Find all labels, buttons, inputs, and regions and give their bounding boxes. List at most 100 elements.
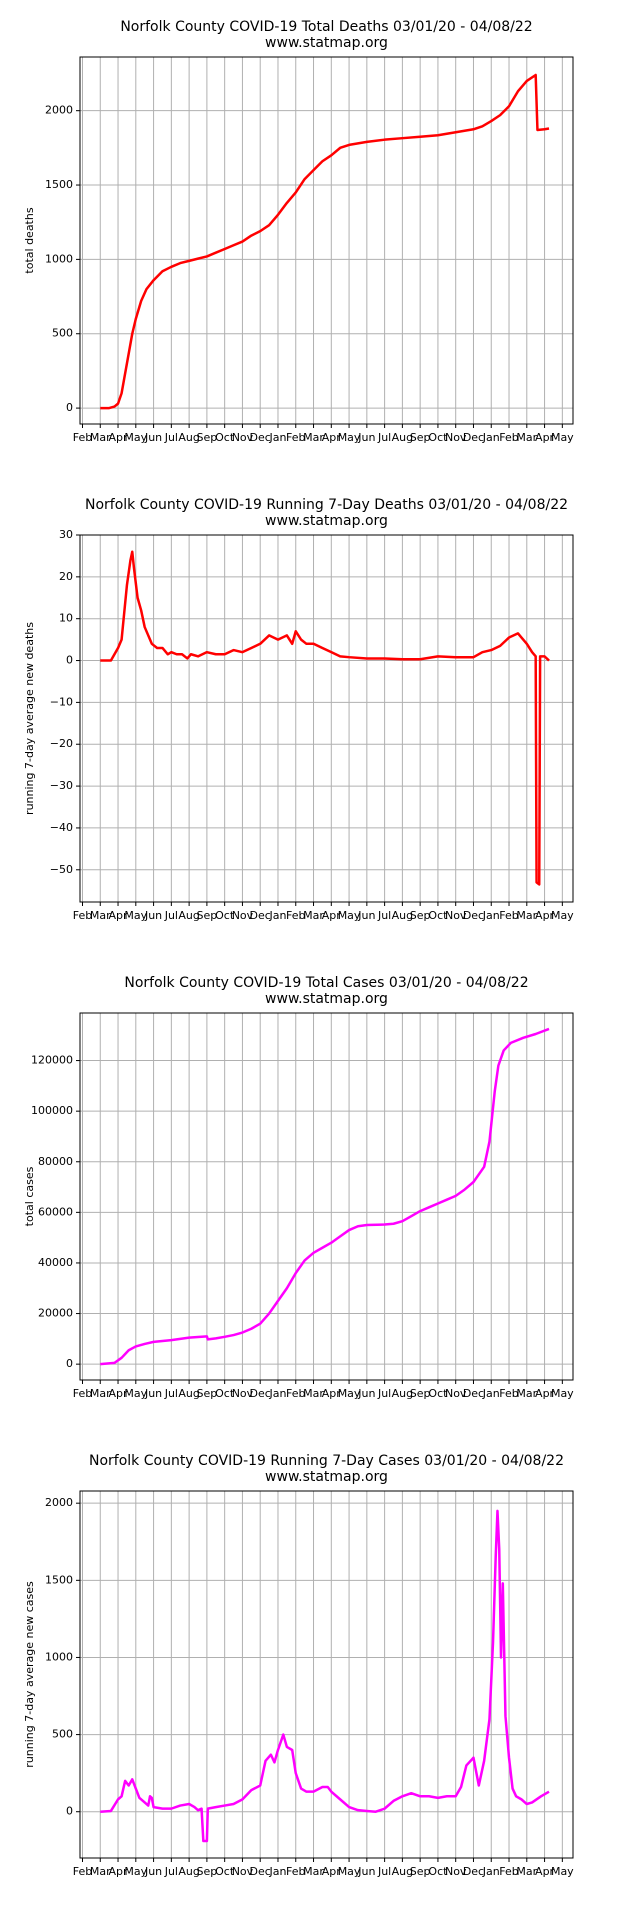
- x-tick-label: Jul: [164, 431, 178, 444]
- y-tick-label: 1500: [45, 1573, 73, 1586]
- x-tick-label: Jul: [164, 909, 178, 922]
- x-tick-label: Jun: [357, 431, 375, 444]
- y-tick-label: 2000: [45, 104, 73, 117]
- x-tick-label: May: [124, 909, 147, 922]
- chart-title: Norfolk County COVID-19 Running 7-Day Ca…: [89, 1453, 564, 1469]
- chart: Norfolk County COVID-19 Total Cases 03/0…: [23, 975, 574, 1400]
- y-tick-label: 30: [59, 528, 73, 541]
- chart-subtitle: www.statmap.org: [265, 35, 388, 51]
- chart-title: Norfolk County COVID-19 Running 7-Day De…: [85, 497, 568, 513]
- y-tick-label: 120000: [31, 1054, 73, 1067]
- y-tick-label: 10: [59, 612, 73, 625]
- x-tick-label: Mar: [303, 431, 324, 444]
- x-tick-label: Oct: [428, 431, 448, 444]
- x-tick-label: Aug: [178, 431, 199, 444]
- chart: Norfolk County COVID-19 Running 7-Day Ca…: [23, 1453, 574, 1878]
- x-tick-label: Sep: [410, 909, 431, 922]
- x-tick-label: Jun: [144, 431, 162, 444]
- x-tick-label: Mar: [90, 1865, 111, 1878]
- x-tick-label: May: [124, 1865, 147, 1878]
- chart-title: Norfolk County COVID-19 Total Deaths 03/…: [120, 19, 532, 35]
- x-tick-label: Apr: [535, 431, 555, 444]
- x-tick-label: Jun: [144, 909, 162, 922]
- x-tick-label: Mar: [303, 909, 324, 922]
- x-tick-label: Jun: [357, 1387, 375, 1400]
- y-axis-label: running 7-day average new cases: [23, 1581, 36, 1768]
- x-tick-label: Oct: [215, 1387, 235, 1400]
- x-tick-label: Feb: [499, 431, 518, 444]
- chart-subtitle: www.statmap.org: [265, 1469, 388, 1485]
- x-tick-label: Dec: [250, 909, 271, 922]
- x-tick-label: Mar: [516, 1865, 537, 1878]
- y-tick-label: 500: [52, 1728, 73, 1741]
- x-tick-label: Jul: [377, 431, 391, 444]
- x-tick-label: Apr: [109, 909, 129, 922]
- plot-frame: [79, 1012, 574, 1381]
- y-tick-label: −40: [50, 821, 73, 834]
- x-tick-label: Feb: [73, 909, 92, 922]
- x-tick-label: Jan: [268, 1865, 286, 1878]
- y-axis-label: total cases: [23, 1166, 36, 1226]
- x-tick-label: Nov: [445, 909, 467, 922]
- x-tick-label: Apr: [535, 1865, 555, 1878]
- x-tick-label: Jul: [377, 1865, 391, 1878]
- x-tick-label: Jun: [144, 1865, 162, 1878]
- y-tick-label: 40000: [38, 1256, 73, 1269]
- x-tick-label: May: [551, 1865, 574, 1878]
- x-tick-label: Oct: [428, 909, 448, 922]
- x-tick-label: Feb: [73, 1387, 92, 1400]
- x-tick-label: Apr: [535, 1387, 555, 1400]
- x-tick-label: Oct: [215, 1865, 235, 1878]
- x-tick-label: Feb: [286, 909, 305, 922]
- x-tick-label: May: [124, 1387, 147, 1400]
- y-tick-label: 60000: [38, 1205, 73, 1218]
- x-tick-label: Dec: [250, 1865, 271, 1878]
- y-tick-label: 0: [66, 1357, 73, 1370]
- x-tick-label: Jul: [377, 909, 391, 922]
- x-tick-label: Dec: [250, 1387, 271, 1400]
- x-tick-label: Aug: [178, 909, 199, 922]
- x-tick-label: Jan: [268, 909, 286, 922]
- x-tick-label: Apr: [535, 909, 555, 922]
- x-tick-label: Dec: [463, 431, 484, 444]
- x-tick-label: Mar: [90, 431, 111, 444]
- x-tick-label: Sep: [410, 1387, 431, 1400]
- x-tick-label: Dec: [463, 1387, 484, 1400]
- x-tick-label: May: [338, 431, 361, 444]
- y-axis-label: running 7-day average new deaths: [23, 622, 36, 815]
- x-tick-label: Dec: [463, 1865, 484, 1878]
- x-tick-label: May: [338, 1865, 361, 1878]
- x-tick-label: May: [551, 431, 574, 444]
- x-tick-label: Jul: [164, 1387, 178, 1400]
- x-tick-label: Apr: [109, 1387, 129, 1400]
- x-tick-label: Apr: [322, 1865, 342, 1878]
- plot-frame: [79, 56, 574, 425]
- y-tick-label: 500: [52, 327, 73, 340]
- y-tick-label: −50: [50, 863, 73, 876]
- y-tick-label: 2000: [45, 1496, 73, 1509]
- x-tick-label: Nov: [445, 431, 467, 444]
- x-tick-label: Feb: [286, 1387, 305, 1400]
- y-tick-label: 1500: [45, 178, 73, 191]
- x-tick-label: Jan: [482, 1387, 500, 1400]
- x-tick-label: Nov: [232, 1865, 254, 1878]
- x-tick-label: Nov: [445, 1387, 467, 1400]
- x-tick-label: Jun: [357, 909, 375, 922]
- chart-subtitle: www.statmap.org: [265, 991, 388, 1007]
- plot-frame: [79, 1490, 574, 1859]
- x-tick-label: Oct: [428, 1387, 448, 1400]
- x-tick-label: Jul: [164, 1865, 178, 1878]
- x-tick-label: Jan: [482, 431, 500, 444]
- x-tick-label: Nov: [232, 909, 254, 922]
- x-tick-label: Mar: [516, 1387, 537, 1400]
- x-tick-label: Aug: [392, 1387, 413, 1400]
- x-tick-label: Apr: [109, 431, 129, 444]
- x-tick-label: Oct: [428, 1865, 448, 1878]
- x-tick-label: Mar: [90, 1387, 111, 1400]
- x-tick-label: Aug: [392, 1865, 413, 1878]
- x-tick-label: Feb: [73, 431, 92, 444]
- x-tick-label: Jun: [357, 1865, 375, 1878]
- x-tick-label: Sep: [197, 1387, 218, 1400]
